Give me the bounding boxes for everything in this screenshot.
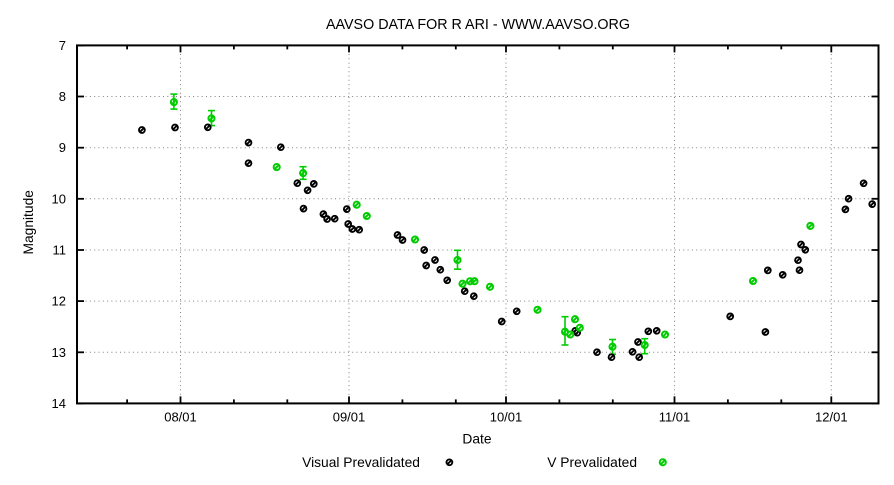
svg-text:8: 8 [59,89,66,104]
svg-text:Date: Date [462,432,491,447]
svg-text:09/01: 09/01 [333,410,366,425]
svg-text:11/01: 11/01 [659,410,691,425]
svg-text:AAVSO DATA FOR R ARI - WWW.AAV: AAVSO DATA FOR R ARI - WWW.AAVSO.ORG [326,17,630,33]
svg-text:14: 14 [52,396,66,411]
svg-text:11: 11 [53,243,67,258]
svg-text:Magnitude: Magnitude [21,190,36,255]
svg-text:12/01: 12/01 [815,410,848,425]
svg-text:10/01: 10/01 [490,410,523,425]
svg-text:13: 13 [52,345,66,360]
svg-text:7: 7 [59,38,66,53]
svg-text:Visual Prevalidated: Visual Prevalidated [302,455,420,470]
svg-text:08/01: 08/01 [164,410,197,425]
svg-text:10: 10 [52,191,66,206]
svg-text:9: 9 [59,140,66,155]
svg-text:12: 12 [52,294,66,309]
svg-text:V Prevalidated: V Prevalidated [547,455,637,470]
